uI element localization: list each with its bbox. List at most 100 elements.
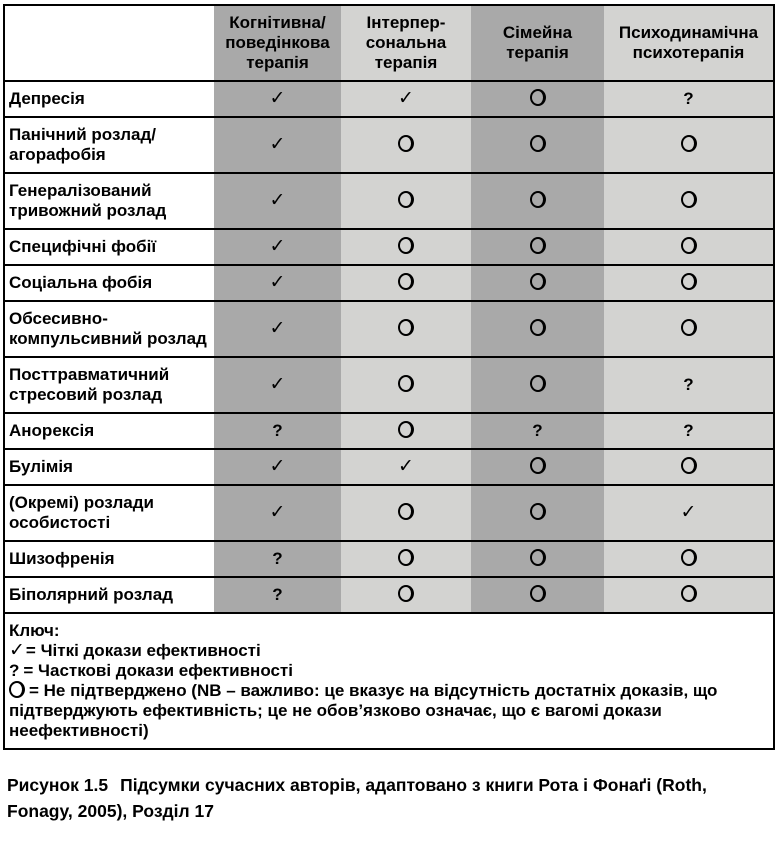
evidence-cell [604,265,774,301]
circle-icon [680,273,697,290]
row-label: Анорексія [4,413,214,449]
question-mark-icon: ? [683,375,694,394]
row-label: Специфічні фобії [4,229,214,265]
check-icon: ✓ [269,190,286,211]
table-row: Генералізований тривожний розлад ✓ [4,173,774,229]
circle-icon [529,585,546,602]
table-row: Шизофренія? [4,541,774,577]
evidence-cell [341,485,471,541]
table-row: Специфічні фобії ✓ [4,229,774,265]
evidence-cell: ? [214,413,341,449]
check-icon: ✓ [269,456,286,477]
evidence-cell: ✓ [214,265,341,301]
question-mark-icon: ? [532,421,543,440]
evidence-cell: ? [214,577,341,613]
check-icon: ✓ [269,374,286,395]
circle-icon [680,549,697,566]
check-icon: ✓ [269,272,286,293]
evidence-cell: ? [604,413,774,449]
circle-icon [680,457,697,474]
circle-icon [529,89,546,106]
table-row: Булімія ✓ ✓ [4,449,774,485]
row-label: Булімія [4,449,214,485]
evidence-cell [604,173,774,229]
evidence-cell [604,577,774,613]
circle-icon [398,191,414,208]
circle-icon [529,457,546,474]
key-row: Ключ: ✓= Чіткі докази ефективності? = Час… [4,613,774,749]
circle-icon [398,421,414,438]
evidence-cell [471,577,604,613]
question-mark-icon: ? [272,585,283,604]
table-row: Обсесивно-компульсивний розлад ✓ [4,301,774,357]
circle-icon [9,681,25,698]
row-label: Обсесивно-компульсивний розлад [4,301,214,357]
evidence-cell: ✓ [214,173,341,229]
evidence-cell [471,541,604,577]
circle-icon [529,135,546,152]
evidence-cell [341,357,471,413]
row-label: Соціальна фобія [4,265,214,301]
evidence-cell: ✓ [341,81,471,117]
circle-icon [529,191,546,208]
column-header: Когнітивна/поведінкова терапія [214,5,341,81]
circle-icon [680,191,697,208]
header-row: Когнітивна/поведінкова терапія Інтерпер-с… [4,5,774,81]
evidence-cell: ✓ [214,449,341,485]
evidence-cell: ✓ [604,485,774,541]
evidence-cell [604,301,774,357]
row-label: Депресія [4,81,214,117]
circle-icon [398,237,414,254]
key-item: ? = Часткові докази ефективності [9,661,293,680]
evidence-cell [341,265,471,301]
key-item: = Не підтверджено (NB – важливо: це вказ… [9,681,718,740]
table-row: Соціальна фобія ✓ [4,265,774,301]
evidence-cell [341,173,471,229]
column-header: Психодинамічна психотерапія [604,5,774,81]
evidence-cell: ✓ [214,229,341,265]
check-icon: ✓ [680,502,697,523]
check-icon: ✓ [269,88,286,109]
document-page: Когнітивна/поведінкова терапія Інтерпер-с… [3,4,775,821]
circle-icon [680,237,697,254]
row-label: Шизофренія [4,541,214,577]
circle-icon [529,273,546,290]
figure-label: Рисунок 1.5 [7,775,109,795]
circle-icon [398,375,414,392]
circle-icon [529,375,546,392]
evidence-cell [471,81,604,117]
circle-icon [398,503,414,520]
evidence-cell [341,413,471,449]
check-icon: ✓ [269,134,286,155]
table-row: Посттравматичний стресовий розлад ✓? [4,357,774,413]
row-label: Панічний розлад/агорафобія [4,117,214,173]
circle-icon [529,503,546,520]
question-mark-icon: ? [683,89,694,108]
check-icon: ✓ [398,88,414,109]
evidence-cell [341,301,471,357]
key-item: ✓= Чіткі докази ефективності [9,640,261,661]
circle-icon [529,549,546,566]
evidence-table: Когнітивна/поведінкова терапія Інтерпер-с… [3,4,775,750]
column-header: Інтерпер-сональна терапія [341,5,471,81]
evidence-cell [471,265,604,301]
circle-icon [398,549,414,566]
evidence-cell: ? [604,81,774,117]
evidence-cell [471,449,604,485]
evidence-cell [341,541,471,577]
evidence-cell: ✓ [214,301,341,357]
question-mark-icon: ? [272,549,283,568]
key-title: Ключ: [9,621,60,640]
evidence-cell [604,229,774,265]
check-icon: ✓ [269,502,286,523]
table-row: Панічний розлад/агорафобія ✓ [4,117,774,173]
evidence-cell [604,541,774,577]
figure-caption-text: Підсумки сучасних авторів, адаптовано з … [7,775,707,821]
evidence-cell [471,301,604,357]
circle-icon [398,319,414,336]
circle-icon [398,585,414,602]
table-row: Біполярний розлад? [4,577,774,613]
evidence-cell [471,357,604,413]
evidence-cell [341,117,471,173]
circle-icon [680,319,697,336]
